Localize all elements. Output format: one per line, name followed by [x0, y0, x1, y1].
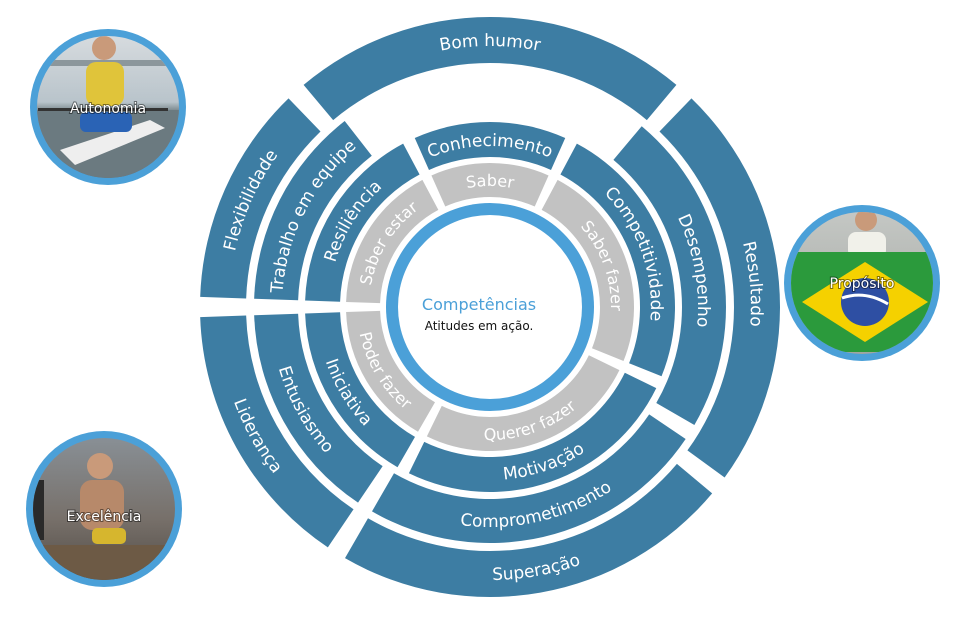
ring4-segment: [303, 16, 677, 121]
photo-proposito: Propósito: [784, 205, 940, 361]
ring4-segment: [345, 463, 713, 597]
ring3-segment: [254, 121, 372, 301]
center-title: Competências: [422, 295, 536, 314]
inner-segment: [426, 355, 620, 452]
inner-segment: [541, 179, 634, 361]
photo-excelencia: Excelência: [26, 431, 182, 587]
inner-segment: [431, 162, 549, 207]
ring3-segment: [254, 313, 383, 503]
ring2-segment: [414, 122, 566, 170]
ring4-segment: [200, 315, 354, 548]
ring4-segment: [659, 98, 780, 478]
photo-autonomia: Autonomia: [30, 29, 186, 185]
ring2-segment: [560, 143, 675, 377]
ring4-segment: [200, 98, 321, 299]
ring3-segment: [372, 414, 686, 544]
photo-label: Excelência: [67, 509, 142, 525]
inner-label: Saber: [465, 171, 516, 192]
ring2-segment: [305, 312, 415, 468]
photo-label: Propósito: [830, 276, 895, 292]
inner-segment: [346, 310, 435, 432]
center-subtitle: Atitudes em ação.: [425, 319, 534, 333]
center-hub: Competências Atitudes em ação.: [386, 203, 594, 411]
inner-segment: [346, 179, 439, 304]
ring2-segment: [305, 143, 420, 302]
brazil-flag-photo-icon: [791, 212, 933, 354]
ring3-segment: [613, 126, 726, 426]
photo-label: Autonomia: [70, 101, 146, 117]
ring2-segment: [408, 372, 657, 493]
center-circle: [398, 215, 582, 399]
